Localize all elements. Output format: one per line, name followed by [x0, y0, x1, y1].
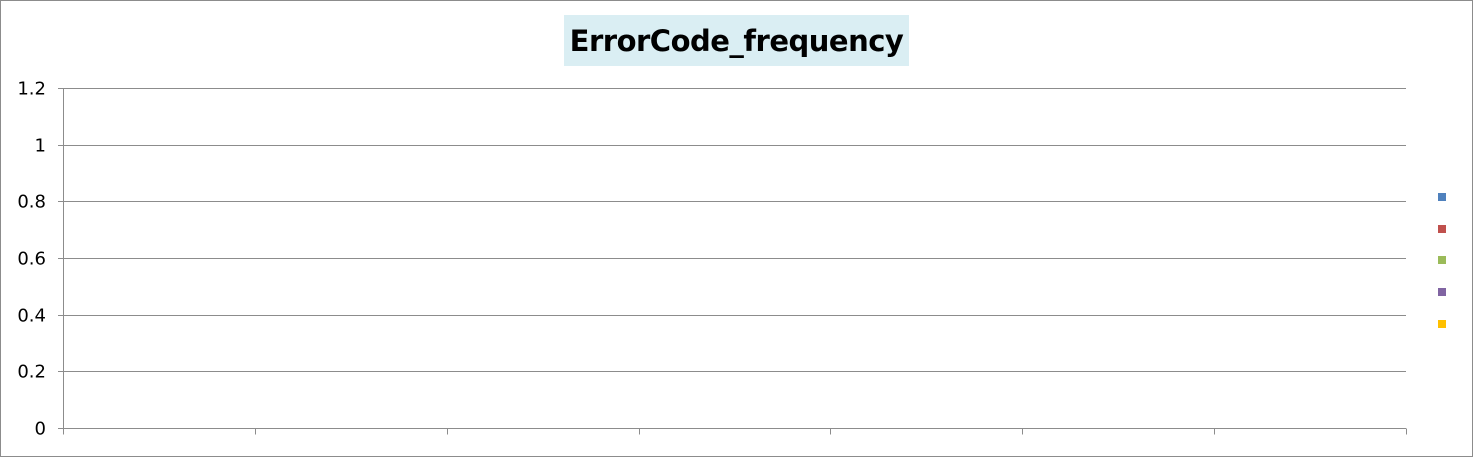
y-tick-label: 0 — [35, 419, 46, 440]
chart-title-box: ErrorCode_frequency — [564, 15, 909, 66]
legend-swatch — [1438, 225, 1446, 233]
legend — [1438, 193, 1446, 328]
axes — [58, 88, 1407, 435]
y-tick-labels: 0 0.2 0.4 0.6 0.8 1 1.2 — [17, 79, 46, 440]
legend-swatch — [1438, 256, 1446, 264]
chart-title: ErrorCode_frequency — [569, 23, 904, 58]
y-tick-label: 0.2 — [17, 362, 46, 383]
y-tick-label: 1 — [35, 136, 46, 157]
y-tick-label: 0.4 — [17, 306, 46, 327]
y-tick-label: 1.2 — [17, 79, 46, 100]
legend-swatch — [1438, 193, 1446, 201]
y-tick-label: 0.8 — [17, 192, 46, 213]
legend-swatch — [1438, 288, 1446, 296]
gridlines — [63, 88, 1406, 372]
legend-swatch — [1438, 320, 1446, 328]
y-tick-label: 0.6 — [17, 249, 46, 270]
